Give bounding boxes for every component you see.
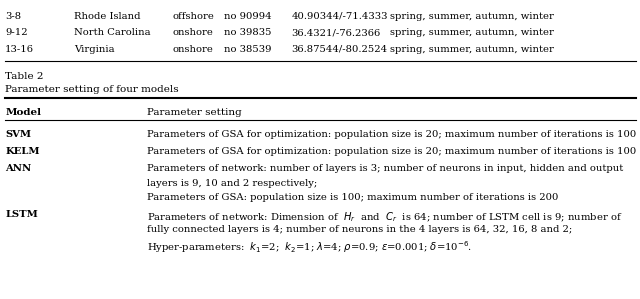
Text: Virginia: Virginia — [74, 45, 114, 54]
Text: Parameter setting: Parameter setting — [147, 108, 242, 117]
Text: Parameters of GSA for optimization: population size is 20; maximum number of ite: Parameters of GSA for optimization: popu… — [147, 130, 636, 139]
Text: fully connected layers is 4; number of neurons in the 4 layers is 64, 32, 16, 8 : fully connected layers is 4; number of n… — [147, 225, 572, 234]
Text: Hyper-parameters:  $\mathit{k}_1$=2;  $\mathit{k}_2$=1; $\lambda$=4; $\rho$=0.9;: Hyper-parameters: $\mathit{k}_1$=2; $\ma… — [147, 239, 472, 255]
Text: SVM: SVM — [5, 130, 31, 139]
Text: spring, summer, autumn, winter: spring, summer, autumn, winter — [390, 28, 554, 37]
Text: 3-8: 3-8 — [5, 12, 21, 21]
Text: no 90994: no 90994 — [224, 12, 271, 21]
Text: Model: Model — [5, 108, 41, 117]
Text: LSTM: LSTM — [5, 210, 38, 219]
Text: Parameters of GSA for optimization: population size is 20; maximum number of ite: Parameters of GSA for optimization: popu… — [147, 147, 636, 156]
Text: spring, summer, autumn, winter: spring, summer, autumn, winter — [390, 45, 554, 54]
Text: Rhode Island: Rhode Island — [74, 12, 140, 21]
Text: North Carolina: North Carolina — [74, 28, 150, 37]
Text: 36.4321/-76.2366: 36.4321/-76.2366 — [291, 28, 380, 37]
Text: Table 2: Table 2 — [5, 72, 44, 81]
Text: 36.87544/-80.2524: 36.87544/-80.2524 — [291, 45, 387, 54]
Text: 13-16: 13-16 — [5, 45, 34, 54]
Text: Parameters of GSA: population size is 100; maximum number of iterations is 200: Parameters of GSA: population size is 10… — [147, 193, 559, 202]
Text: Parameters of network: Dimension of  $\mathit{H_r}$  and  $\mathit{C_r}$  is 64;: Parameters of network: Dimension of $\ma… — [147, 210, 623, 224]
Text: onshore: onshore — [173, 28, 214, 37]
Text: spring, summer, autumn, winter: spring, summer, autumn, winter — [390, 12, 554, 21]
Text: no 38539: no 38539 — [224, 45, 271, 54]
Text: offshore: offshore — [173, 12, 214, 21]
Text: no 39835: no 39835 — [224, 28, 271, 37]
Text: onshore: onshore — [173, 45, 214, 54]
Text: 9-12: 9-12 — [5, 28, 28, 37]
Text: KELM: KELM — [5, 147, 40, 156]
Text: ANN: ANN — [5, 164, 31, 173]
Text: 40.90344/-71.4333: 40.90344/-71.4333 — [291, 12, 388, 21]
Text: Parameters of network: number of layers is 3; number of neurons in input, hidden: Parameters of network: number of layers … — [147, 164, 623, 173]
Text: Parameter setting of four models: Parameter setting of four models — [5, 85, 179, 94]
Text: layers is 9, 10 and 2 respectively;: layers is 9, 10 and 2 respectively; — [147, 179, 317, 188]
